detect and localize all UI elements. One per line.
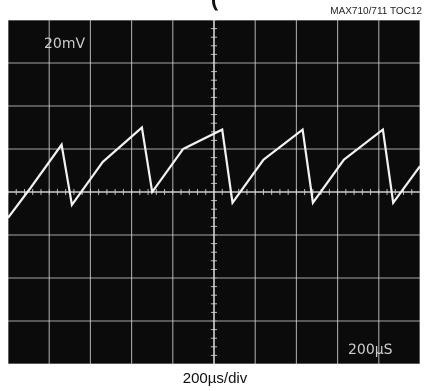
figure-id: MAX710/711 TOC12: [330, 6, 422, 17]
vertical-scale-readout: 20mV: [44, 36, 85, 52]
waveform-trace: [8, 125, 420, 219]
oscilloscope-screen: 20mV 200µS: [8, 20, 420, 364]
oscilloscope-plot: 20mV 200µS: [8, 20, 420, 364]
x-axis-label: 200µs/div: [182, 370, 248, 387]
graticule: [8, 20, 420, 364]
title-fragment: (: [0, 0, 430, 11]
horizontal-scale-readout: 200µS: [348, 342, 393, 358]
